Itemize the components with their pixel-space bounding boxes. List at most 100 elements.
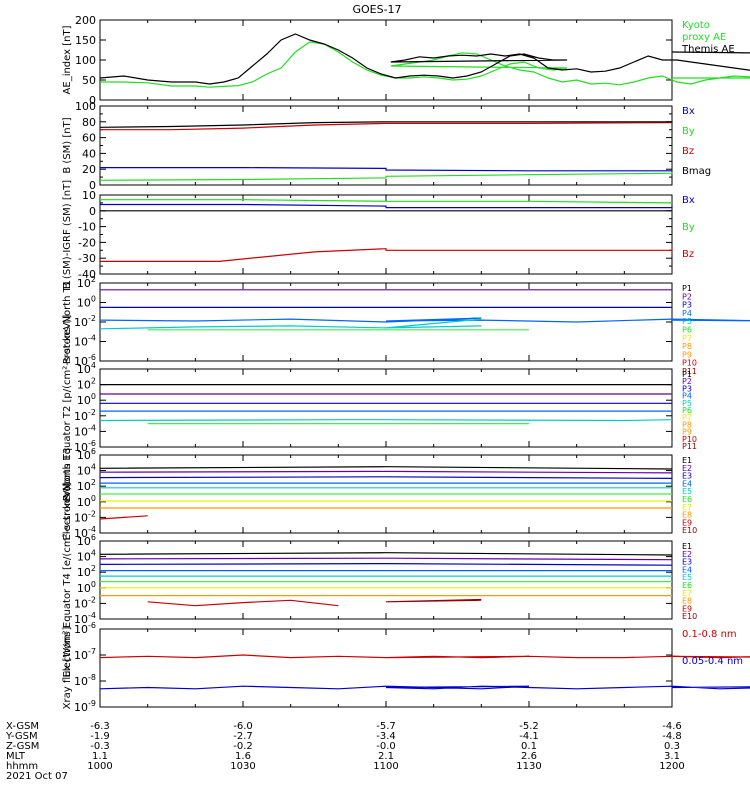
y-tick-label: 60 <box>82 132 96 145</box>
footer-value: -0.0 <box>376 741 396 752</box>
series-line-bx <box>100 167 672 172</box>
legend-entry: Themis AE <box>681 44 735 55</box>
footer-value: 1000 <box>87 761 112 772</box>
footer-value: 1030 <box>230 761 255 772</box>
footer-row-label: MLT <box>6 751 26 762</box>
series-line-trace-0 <box>99 466 673 470</box>
y-tick-label: 104 <box>77 463 96 478</box>
legend-entry: E3 <box>682 472 692 481</box>
series-line-trace-8 <box>99 515 148 520</box>
y-axis-label: B (SM)-IGRF (SM) [nT] <box>62 180 73 289</box>
y-tick-label: 20 <box>82 163 96 176</box>
legend-entry: Kyoto <box>682 20 710 31</box>
y-tick-label: -40 <box>78 268 96 281</box>
footer-value: -0.3 <box>90 741 110 752</box>
footer-value: -5.2 <box>519 721 539 732</box>
legend-entry: P2 <box>682 377 692 386</box>
y-tick-label: 10-6 <box>74 353 96 368</box>
y-tick-label: -20 <box>78 236 96 249</box>
y-tick-label: 50 <box>82 74 96 87</box>
footer-row-label: 2021 Oct 07 <box>6 771 68 782</box>
legend-entry: E2 <box>682 464 692 473</box>
series-line-0-1-0-8-nm <box>99 654 750 659</box>
legend-entry: By <box>682 222 695 233</box>
y-tick-label: 100 <box>75 54 96 67</box>
legend-entry: P8 <box>682 342 692 351</box>
series-line-bz <box>100 122 673 131</box>
legend-entry: By <box>682 126 695 137</box>
y-tick-label: 10-8 <box>74 673 96 688</box>
legend-entry: E9 <box>682 604 692 613</box>
legend-entry: proxy AE <box>682 32 726 43</box>
footer-value: -6.0 <box>233 721 253 732</box>
y-tick-label: 104 <box>77 549 96 564</box>
series-line-bx <box>100 203 673 209</box>
footer-value: -6.3 <box>90 721 110 732</box>
legend-entry: P7 <box>682 413 692 422</box>
legend-entry: Bmag <box>682 166 711 177</box>
series-line-trace-2 <box>99 562 673 566</box>
footer-value: -4.6 <box>662 721 682 732</box>
legend-entry: 0.05-0.4 nm <box>682 656 743 667</box>
legend-entry: E4 <box>682 479 692 488</box>
series-line-trace-2 <box>99 476 673 479</box>
y-tick-label: 102 <box>77 275 96 290</box>
legend-entry: E3 <box>682 558 692 567</box>
y-tick-label: -10 <box>78 221 96 234</box>
footer-value: -2.7 <box>233 731 253 742</box>
series-line-trace-8 <box>147 599 339 607</box>
legend-entry: P1 <box>682 370 692 379</box>
y-tick-label: 10-4 <box>74 611 96 626</box>
y-tick-label: 0 <box>89 94 96 107</box>
panel-frame <box>99 368 673 448</box>
footer-value: -0.2 <box>233 741 253 752</box>
legend-entry: Bz <box>682 249 694 260</box>
y-axis-label: Protons North T1 <box>62 280 73 364</box>
legend-entry: E5 <box>682 573 692 582</box>
series-line-trace-0 <box>99 552 673 556</box>
y-tick-label: 100 <box>75 100 96 113</box>
y-tick-label: 10-6 <box>74 439 96 454</box>
y-tick-label: 10-2 <box>74 509 96 524</box>
y-tick-label: 10-2 <box>74 314 96 329</box>
y-axis-label: B (SM) [nT] <box>62 117 73 173</box>
legend-entry: P3 <box>682 301 692 310</box>
footer-value: -4.1 <box>519 731 539 742</box>
y-tick-label: -30 <box>78 252 96 265</box>
y-tick-label: 40 <box>82 147 96 160</box>
y-tick-label: 10-2 <box>74 408 96 423</box>
footer-value: 1130 <box>516 761 541 772</box>
legend-entry: P6 <box>682 406 692 415</box>
legend-entry: P4 <box>682 309 692 318</box>
y-tick-label: 80 <box>82 116 96 129</box>
y-tick-label: 10-2 <box>74 595 96 610</box>
legend-entry: E6 <box>682 581 692 590</box>
series-line-trace-3 <box>99 318 482 330</box>
footer-value: 2.1 <box>378 751 394 762</box>
y-tick-label: 104 <box>77 361 96 376</box>
legend-entry: E6 <box>682 495 692 504</box>
footer-value: 0.1 <box>521 741 537 752</box>
footer-row-label: Z-GSM <box>6 741 39 752</box>
y-tick-label: 102 <box>77 478 96 493</box>
legend-entry: Bx <box>682 106 695 117</box>
legend-entry: 0.1-0.8 nm <box>682 629 737 640</box>
series-line-bz <box>100 248 673 262</box>
footer-value: 1200 <box>659 761 684 772</box>
y-axis-label: Electrons North T3 <box>62 447 73 540</box>
y-tick-label: 10 <box>82 189 96 202</box>
series-line-by <box>99 172 673 181</box>
y-axis-label: Xray flux [W/m²] <box>62 627 73 710</box>
footer-value: -5.7 <box>376 721 396 732</box>
y-axis-label: Protons Equator T2 [p/(cm²-s-sr-keV)] <box>62 315 73 502</box>
legend-entry: E8 <box>682 597 692 606</box>
